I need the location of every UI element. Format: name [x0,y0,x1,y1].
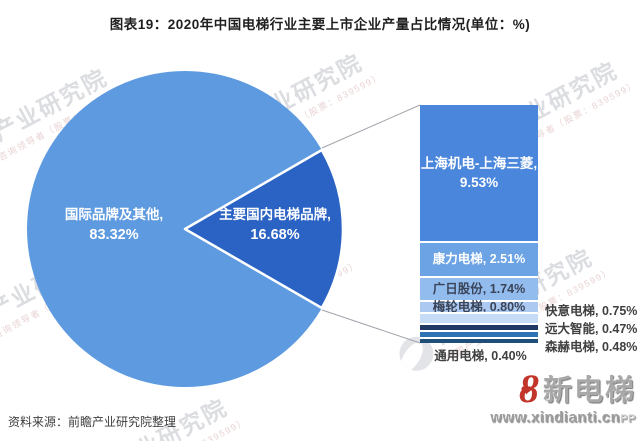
segment-gap [420,330,538,332]
xindianti-logo: 8 ❤ 新电梯 www.xindianti.cnPP [476,366,636,427]
segment-gap [420,300,538,302]
bar-label-senhe: 森赫电梯, 0.48% [545,340,638,354]
heart-icon: ❤ [520,383,532,398]
bar-segment-kuaiyi [420,314,538,323]
bar-segment-senhe [420,332,538,337]
segment-gap [420,312,538,314]
source-note: 资料来源：前瞻产业研究院整理 [8,415,177,429]
connector-line-top [321,104,421,149]
pie-slice-domestic [183,148,345,310]
pie-label-domestic: 主要国内电梯品牌, 16.68% [219,207,331,243]
logo-url: www.xindianti.cnPP [490,409,636,426]
chart-title: 图表19：2020年中国电梯行业主要上市企业产量占比情况(单位：%) [109,17,531,32]
bar-label-tongyong: 通用电梯, 0.40% [434,349,527,363]
bar-segment-guangri: 广日股份, 1.74% [420,278,538,300]
bar-label-yuanda: 远大智能, 0.47% [545,322,638,336]
pie-label-international: 国际品牌及其他, 83.32% [64,207,164,243]
bar-segment-yuanda [420,325,538,330]
xindianti-logo-icon: 8 ❤ [518,366,539,411]
bar-segment-tongyong [420,339,538,343]
connector-line-bottom [321,309,421,344]
bar-label-kuaiyi: 快意电梯, 0.75% [545,304,638,318]
bar-segment-shanghai-mitsubishi: 上海机电-上海三菱, 9.53% [420,105,538,241]
breakdown-bar: 上海机电-上海三菱, 9.53% 康力电梯, 2.51% 广日股份, 1.74%… [420,105,538,343]
segment-gap [420,276,538,278]
segment-gap [420,337,538,339]
segment-gap [420,323,538,325]
bar-segment-meilun: 梅轮电梯, 0.80% [420,300,538,314]
segment-gap [420,241,538,243]
logo-name: 新电梯 [542,375,636,407]
bar-segment-kangli: 康力电梯, 2.51% [420,243,538,276]
